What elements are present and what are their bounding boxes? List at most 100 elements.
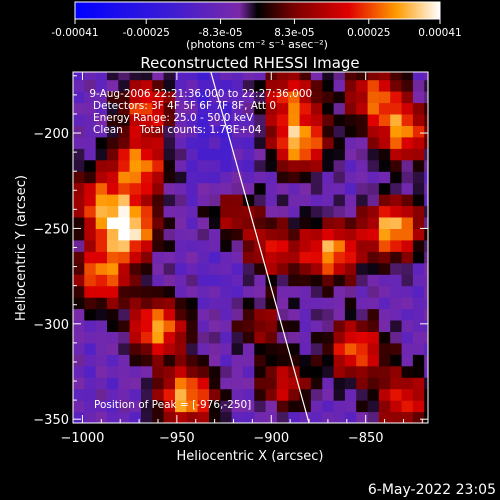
heatmap-cell: [265, 159, 278, 172]
heatmap-cell: [220, 365, 233, 378]
heatmap-cell: [152, 182, 165, 195]
heatmap-cell: [95, 331, 108, 344]
heatmap-cell: [288, 205, 301, 218]
heatmap-cell: [288, 388, 301, 401]
heatmap-cell: [310, 239, 323, 252]
heatmap-cell: [424, 228, 428, 241]
heatmap-cell: [378, 274, 391, 287]
heatmap-cell: [231, 228, 244, 241]
heatmap-cell: [276, 342, 289, 355]
heatmap-cell: [73, 308, 85, 321]
heatmap-cell: [231, 274, 244, 287]
heatmap-cell: [118, 239, 131, 252]
heatmap-cell: [197, 377, 210, 390]
heatmap-cell: [129, 377, 142, 390]
heatmap-cell: [84, 159, 97, 172]
heatmap-cell: [254, 194, 267, 207]
heatmap-cell: [220, 182, 233, 195]
colorbar-tick-label: 0.00025: [347, 27, 390, 39]
heatmap-cell: [84, 331, 97, 344]
heatmap-cell: [310, 205, 323, 218]
heatmap-cell: [129, 331, 142, 344]
heatmap-cell: [265, 148, 278, 161]
heatmap-cell: [129, 274, 142, 287]
heatmap-cell: [412, 285, 425, 298]
heatmap-cell: [333, 308, 346, 321]
heatmap-cell: [356, 182, 369, 195]
heatmap-cell: [356, 365, 369, 378]
heatmap-cell: [401, 136, 414, 149]
heatmap-cell: [367, 125, 380, 138]
heatmap-cell: [231, 377, 244, 390]
heatmap-cell: [107, 354, 119, 367]
heatmap-cell: [186, 251, 199, 264]
heatmap-cell: [163, 159, 176, 172]
heatmap-cell: [412, 354, 425, 367]
heatmap-cell: [424, 388, 428, 401]
heatmap-cell: [401, 125, 414, 138]
heatmap-cell: [197, 136, 210, 149]
heatmap-cell: [322, 297, 335, 310]
heatmap-cell: [118, 171, 131, 184]
heatmap-cell: [186, 354, 199, 367]
heatmap-cell: [299, 411, 312, 423]
heatmap-cell: [276, 354, 289, 367]
heatmap-cell: [254, 262, 267, 275]
heatmap-cell: [322, 72, 335, 81]
heatmap-cell: [175, 171, 187, 184]
heatmap-cell: [95, 217, 108, 229]
heatmap-cell: [390, 297, 403, 310]
heatmap-cell: [95, 388, 108, 401]
heatmap-cell: [73, 171, 85, 184]
heatmap-cell: [424, 320, 428, 332]
heatmap-cell: [378, 182, 391, 195]
heatmap-cell: [412, 125, 425, 138]
heatmap-cell: [175, 308, 187, 321]
heatmap-cell: [186, 411, 199, 423]
heatmap-cell: [152, 72, 165, 81]
heatmap-cell: [254, 354, 267, 367]
heatmap-cell: [175, 388, 187, 401]
heatmap-cell: [299, 102, 312, 115]
heatmap-cell: [344, 205, 357, 218]
heatmap-cell: [322, 354, 335, 367]
heatmap-cell: [95, 72, 108, 81]
heatmap-cell: [344, 320, 357, 332]
heatmap-cell: [412, 217, 425, 229]
heatmap-cell: [242, 354, 255, 367]
heatmap-cell: [424, 251, 428, 264]
heatmap-cell: [73, 331, 85, 344]
heatmap-cell: [254, 320, 267, 332]
heatmap-cell: [401, 377, 414, 390]
heatmap-cell: [231, 102, 244, 115]
heatmap-cell: [412, 182, 425, 195]
heatmap-cell: [242, 262, 255, 275]
heatmap-cell: [412, 91, 425, 104]
heatmap-cell: [424, 102, 428, 115]
heatmap-cell: [197, 239, 210, 252]
heatmap-cell: [333, 217, 346, 229]
heatmap-cell: [401, 262, 414, 275]
heatmap-cell: [254, 182, 267, 195]
heatmap-cell: [333, 159, 346, 172]
heatmap-cell: [152, 217, 165, 229]
heatmap-cell: [344, 171, 357, 184]
heatmap-cell: [163, 205, 176, 218]
heatmap-cell: [412, 251, 425, 264]
heatmap-cell: [73, 400, 85, 413]
heatmap-cell: [175, 194, 187, 207]
heatmap-cell: [288, 239, 301, 252]
heatmap-cell: [84, 148, 97, 161]
heatmap-cell: [209, 91, 221, 104]
heatmap-cell: [209, 239, 221, 252]
heatmap-cell: [231, 217, 244, 229]
heatmap-cell: [186, 72, 199, 81]
heatmap-cell: [288, 228, 301, 241]
colorbar: -0.00041 -0.00025 -8.3e-05 8.3e-05 0.00025 0.…: [51, 1, 462, 51]
heatmap-cell: [242, 365, 255, 378]
heatmap-cell: [73, 239, 85, 252]
heatmap-cell: [220, 239, 233, 252]
heatmap-cell: [152, 194, 165, 207]
heatmap-cell: [152, 102, 165, 115]
heatmap-cell: [129, 102, 142, 115]
